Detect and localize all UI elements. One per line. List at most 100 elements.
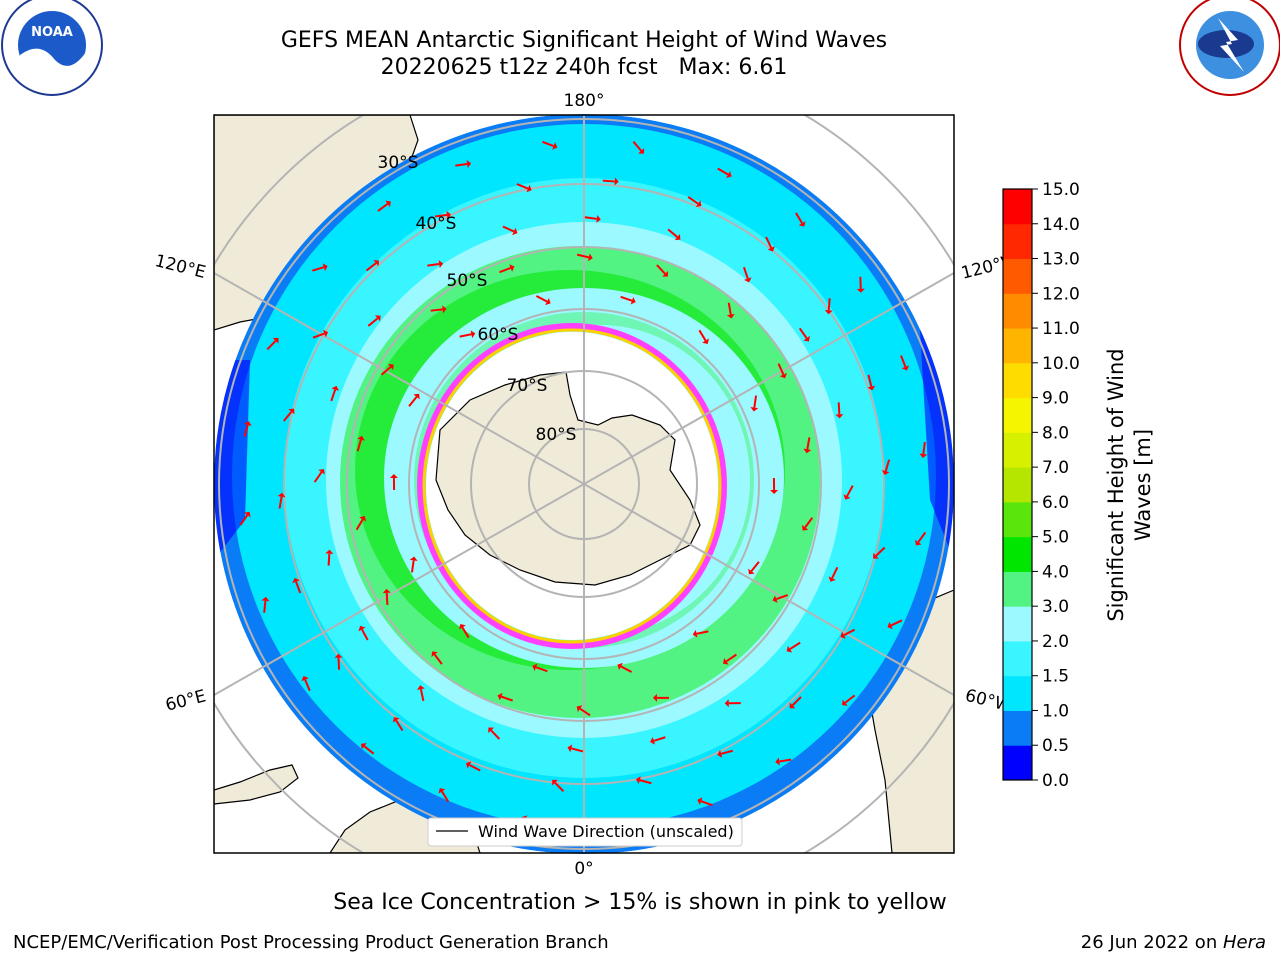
wave-direction-arrow-head bbox=[772, 595, 778, 603]
colorbar-tick-label: 12.0 bbox=[1042, 284, 1080, 304]
lat-label-70s: 70°S bbox=[507, 376, 548, 396]
wave-direction-arrow-shaft bbox=[775, 594, 788, 601]
wave-direction-arrow-head bbox=[446, 210, 451, 219]
wave-direction-arrow-shaft bbox=[639, 779, 652, 785]
wave-direction-arrow-shaft bbox=[312, 332, 325, 339]
wave-direction-arrow-head bbox=[856, 288, 865, 293]
wave-direction-arrow-head bbox=[803, 335, 810, 342]
wave-direction-arrow-shaft bbox=[584, 216, 597, 220]
colorbar-tick-label: 2.0 bbox=[1042, 632, 1069, 652]
lat-label-30s: 30°S bbox=[378, 153, 419, 173]
wave-direction-arrow-shaft bbox=[875, 546, 886, 557]
wave-direction-arrow-shaft bbox=[827, 298, 831, 311]
wave-direction-arrow-head bbox=[409, 556, 418, 562]
wave-direction-arrow-head bbox=[438, 788, 446, 794]
wave-direction-arrow-head bbox=[488, 727, 495, 734]
colorbar-swatch bbox=[1003, 606, 1032, 642]
wave-direction-arrow-shaft bbox=[408, 396, 418, 407]
wave-direction-arrow-shaft bbox=[337, 657, 341, 670]
caption: Sea Ice Concentration > 15% is shown in … bbox=[333, 890, 947, 915]
wave-direction-arrow-head bbox=[358, 625, 366, 632]
wave-direction-arrow-shaft bbox=[361, 628, 369, 641]
wave-direction-arrow-shaft bbox=[363, 745, 375, 755]
colorbar-swatch bbox=[1003, 189, 1032, 225]
wave-direction-arrow-head bbox=[702, 338, 710, 344]
colorbar-tick-label: 9.0 bbox=[1042, 389, 1069, 409]
wave-direction-arrow-head bbox=[692, 629, 698, 638]
colorbar-tick-label: 13.0 bbox=[1042, 250, 1080, 270]
wave-direction-arrow-head bbox=[576, 705, 583, 713]
colorbar-swatch bbox=[1003, 397, 1032, 433]
wave-direction-arrow-head bbox=[842, 699, 848, 706]
wave-direction-arrow-head bbox=[497, 692, 503, 701]
wave-direction-arrow-shaft bbox=[789, 641, 801, 650]
title-line-2: 20220625 t12z 240h fcst Max: 6.61 bbox=[380, 55, 788, 80]
wave-direction-arrow-head bbox=[389, 474, 398, 479]
wave-direction-arrow-shaft bbox=[779, 758, 792, 763]
wave-direction-arrow-head bbox=[470, 330, 476, 339]
wave-direction-arrow-shaft bbox=[620, 295, 633, 302]
wave-direction-arrow-head bbox=[824, 309, 833, 315]
wave-direction-arrow-shaft bbox=[330, 389, 337, 402]
wave-direction-arrow-shaft bbox=[380, 366, 392, 376]
wind-wave-arrows bbox=[239, 140, 928, 829]
wave-direction-arrow-shaft bbox=[283, 411, 293, 422]
wave-direction-arrow-head bbox=[674, 233, 681, 241]
wave-direction-arrow-head bbox=[887, 621, 893, 630]
wave-direction-arrow-head bbox=[919, 453, 928, 458]
wave-direction-arrow-shaft bbox=[795, 212, 803, 224]
colorbar-tick-label: 5.0 bbox=[1042, 528, 1069, 548]
wave-direction-arrow-shaft bbox=[410, 560, 415, 573]
wave-direction-arrow-head bbox=[873, 552, 879, 559]
wave-direction-arrow-head bbox=[325, 549, 334, 554]
colorbar-tick-label: 6.0 bbox=[1042, 493, 1069, 513]
wave-direction-arrow-head bbox=[512, 227, 518, 236]
wave-direction-arrow-shaft bbox=[717, 167, 729, 176]
colorbar-tick-label: 10.0 bbox=[1042, 354, 1080, 374]
wave-direction-arrow-shaft bbox=[278, 496, 283, 509]
lon-label-0: 0° bbox=[574, 859, 593, 879]
lon-label-180: 180° bbox=[564, 91, 605, 111]
wave-direction-arrow-shaft bbox=[698, 329, 707, 342]
wave-direction-arrow-head bbox=[767, 246, 775, 252]
wave-direction-arrow-shaft bbox=[804, 517, 814, 528]
wave-direction-arrow-shaft bbox=[535, 295, 548, 303]
wave-direction-arrow-head bbox=[798, 221, 806, 227]
colorbar-swatch bbox=[1003, 710, 1032, 746]
footer-date: 26 Jun 2022 on Hera bbox=[1081, 932, 1266, 953]
wave-direction-arrow-shaft bbox=[837, 402, 841, 415]
wave-direction-arrow-head bbox=[526, 184, 532, 193]
colorbar-swatch bbox=[1003, 536, 1032, 572]
colorbar-ticks: 0.0 0.5 1.0 1.5 2.0 3.0 4.0 5.0 6.0 7.0 8.0 9.0 10.0… bbox=[1032, 180, 1080, 791]
colorbar-swatch bbox=[1003, 745, 1032, 781]
colorbar-swatch bbox=[1003, 293, 1032, 329]
wave-direction-arrow-shaft bbox=[243, 424, 249, 437]
wave-direction-arrow-head bbox=[726, 313, 735, 319]
wave-direction-arrow-shaft bbox=[441, 790, 450, 803]
wave-direction-arrow-head bbox=[770, 489, 779, 494]
wave-direction-arrow-head bbox=[630, 296, 636, 305]
lat-label-50s: 50°S bbox=[447, 271, 488, 291]
wave-direction-arrow-shaft bbox=[263, 600, 267, 613]
wave-direction-arrow-shaft bbox=[727, 302, 732, 315]
wave-direction-arrow-head bbox=[596, 214, 601, 223]
wave-direction-arrow-head bbox=[614, 177, 619, 186]
wave-direction-arrow-head bbox=[545, 298, 551, 306]
wave-direction-arrow-shaft bbox=[632, 140, 642, 152]
wave-direction-arrow-head bbox=[292, 577, 300, 584]
wave-direction-arrow-shaft bbox=[500, 695, 513, 702]
wave-direction-arrow-head bbox=[726, 171, 732, 178]
wave-direction-arrow-shaft bbox=[656, 264, 666, 275]
lat-label-60s: 60°S bbox=[478, 325, 519, 345]
wave-direction-arrow-shaft bbox=[365, 262, 377, 272]
wave-direction-arrow-shaft bbox=[725, 653, 737, 663]
wave-direction-arrow-head bbox=[779, 372, 788, 379]
wave-direction-arrow-head bbox=[915, 539, 922, 546]
colorbar-tick-label: 1.5 bbox=[1042, 667, 1069, 687]
wave-direction-arrow-head bbox=[635, 776, 641, 784]
wave-direction-arrow-shaft bbox=[434, 213, 448, 218]
lat-label-80s: 80°S bbox=[536, 425, 577, 445]
wave-direction-arrow-head bbox=[695, 200, 702, 207]
